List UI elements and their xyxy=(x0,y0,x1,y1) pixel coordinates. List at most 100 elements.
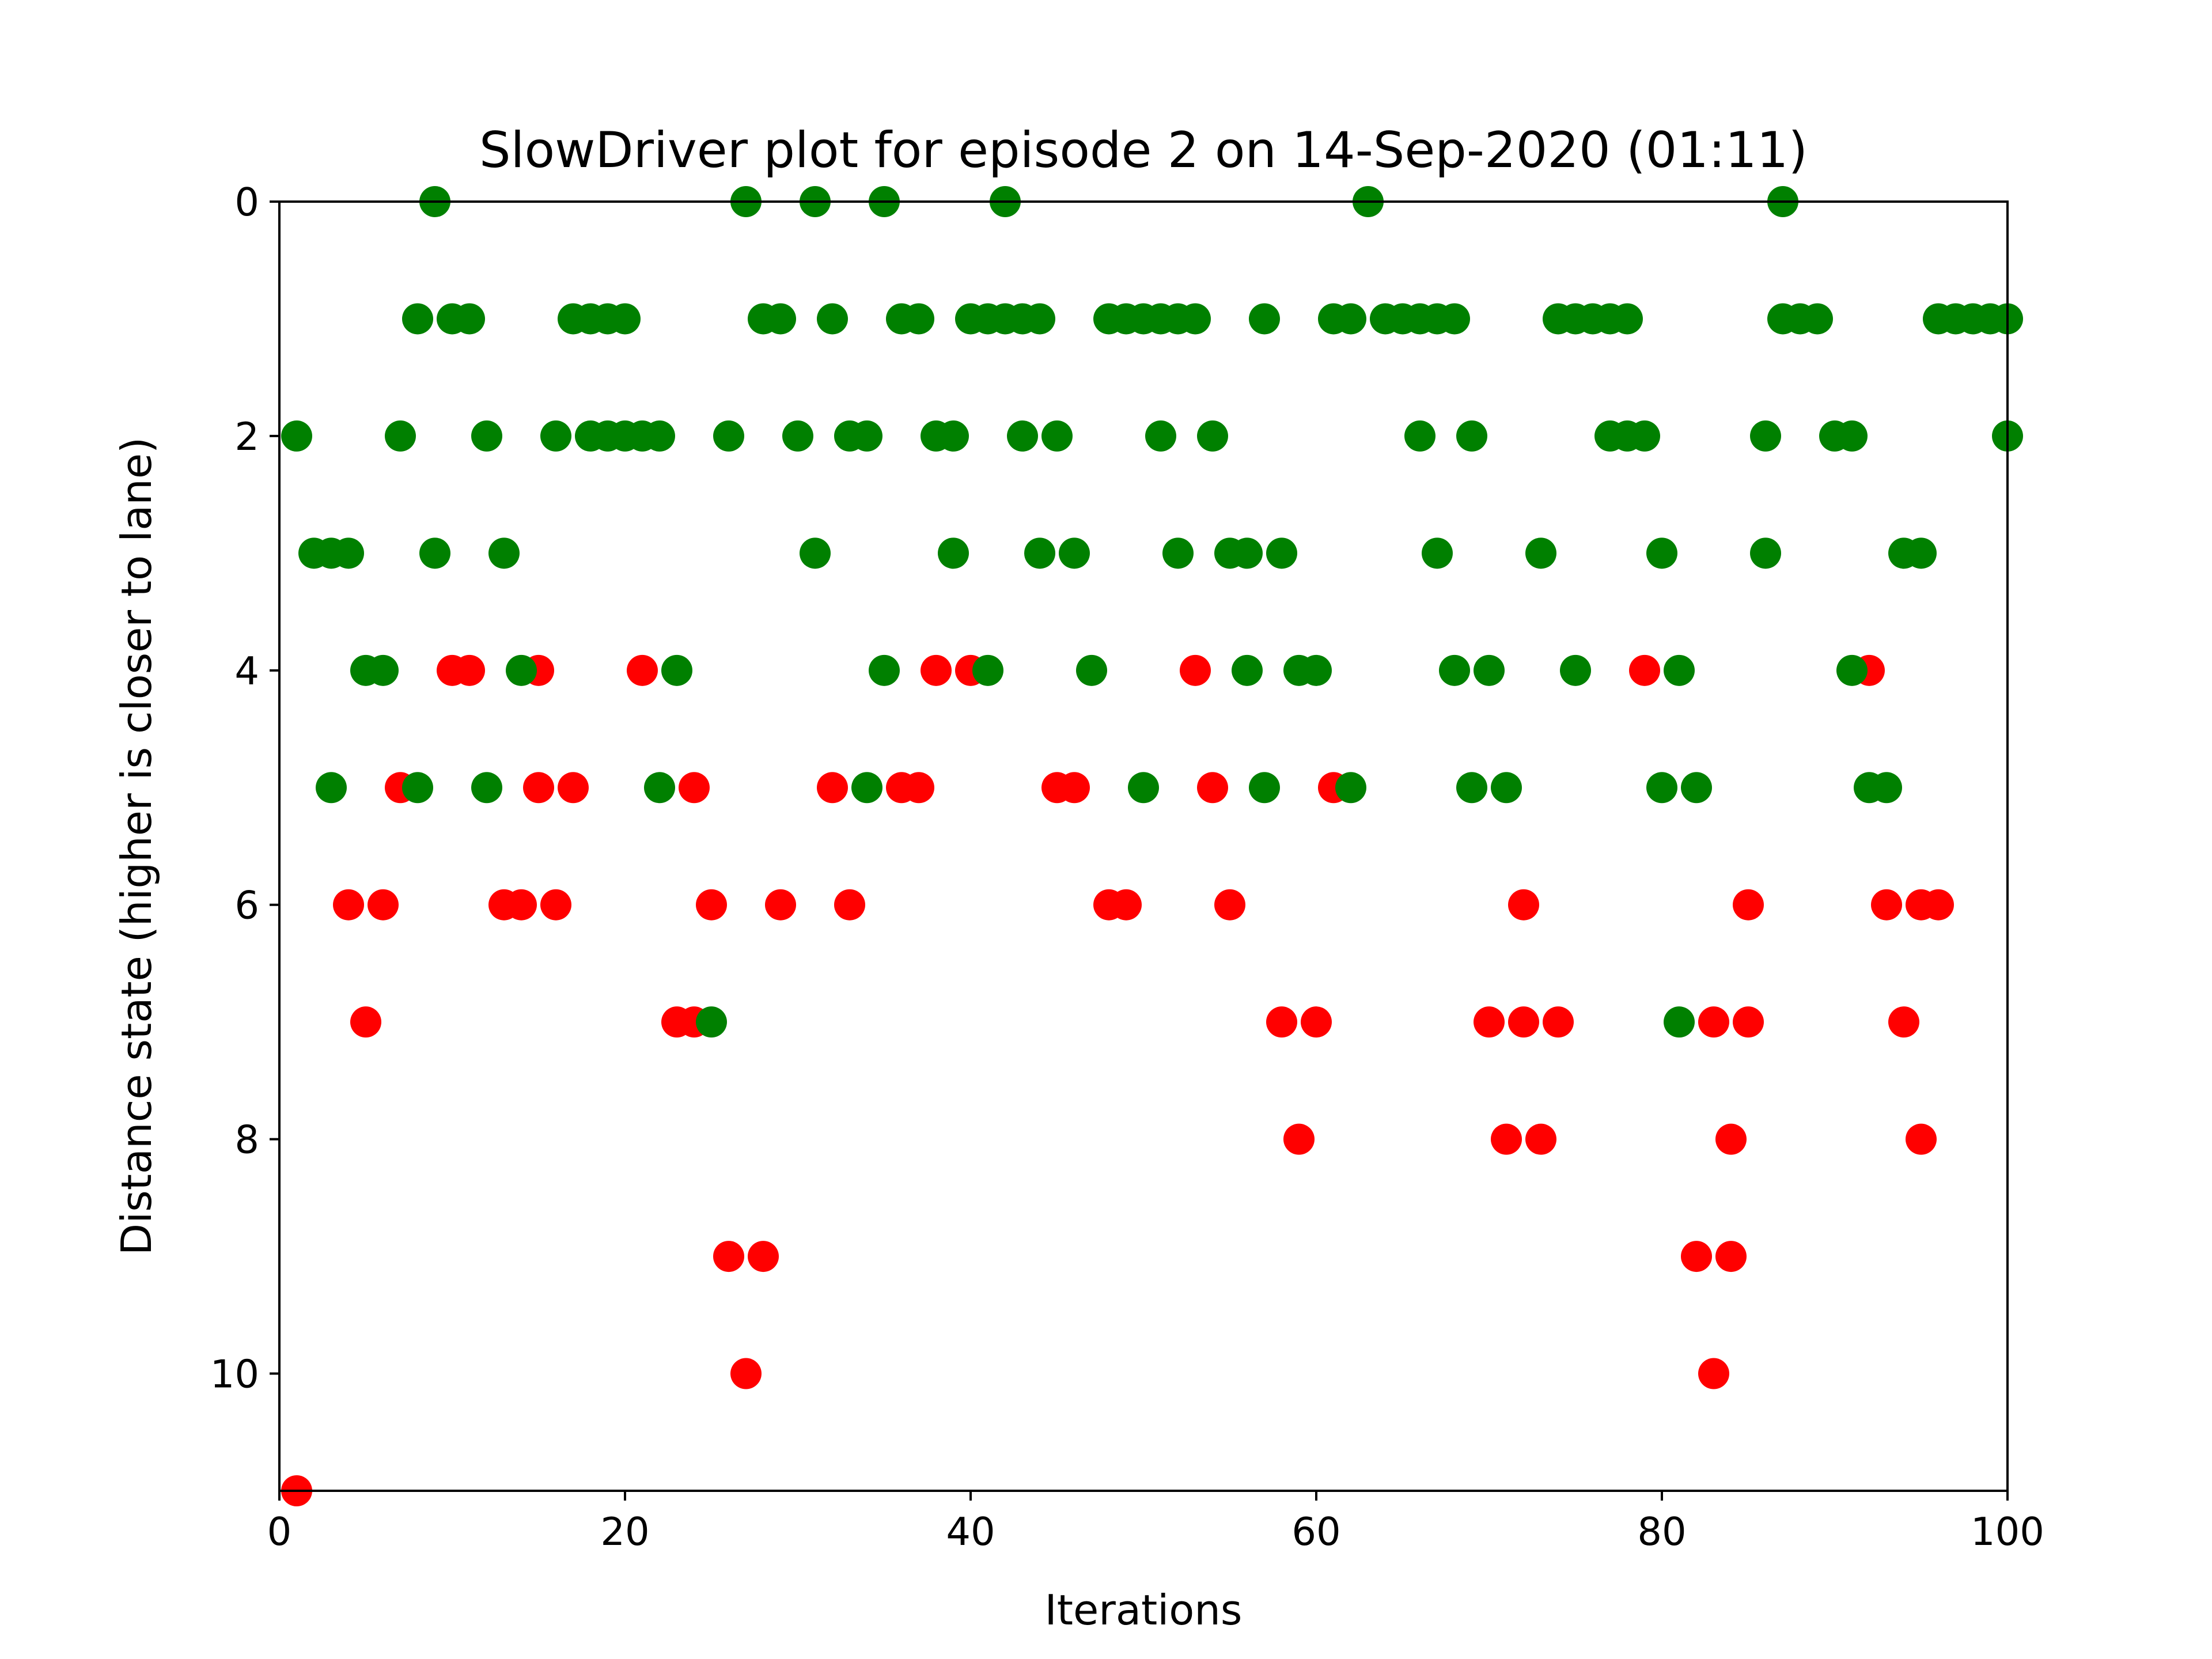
red-point xyxy=(748,1241,779,1272)
green-point xyxy=(1301,655,1332,686)
green-point xyxy=(1024,303,1055,334)
green-point xyxy=(1525,537,1556,569)
green-point xyxy=(1024,537,1055,569)
red-point xyxy=(1301,1006,1332,1037)
red-point xyxy=(1871,889,1902,921)
green-point xyxy=(938,537,969,569)
red-point xyxy=(1525,1124,1556,1155)
green-point xyxy=(1664,1006,1695,1037)
red-point xyxy=(1629,655,1660,686)
red-point xyxy=(1733,889,1764,921)
data-points xyxy=(281,186,2023,1506)
green-point xyxy=(454,303,485,334)
red-point xyxy=(1715,1241,1747,1272)
green-point xyxy=(1439,655,1470,686)
red-point xyxy=(558,772,589,803)
green-point xyxy=(333,537,364,569)
red-point xyxy=(1906,1124,1937,1155)
green-point xyxy=(1180,303,1211,334)
red-point xyxy=(1681,1241,1712,1272)
green-point xyxy=(1197,421,1228,452)
red-point xyxy=(1214,889,1245,921)
x-tick-label: 60 xyxy=(1291,1509,1340,1554)
green-point xyxy=(1232,537,1263,569)
red-point xyxy=(333,889,364,921)
red-point xyxy=(1923,889,1954,921)
red-point xyxy=(817,772,848,803)
green-point xyxy=(1456,772,1487,803)
green-point xyxy=(1681,772,1712,803)
green-point xyxy=(644,421,675,452)
green-point xyxy=(1802,303,1833,334)
green-point xyxy=(488,537,520,569)
y-tick-label: 2 xyxy=(234,414,259,459)
red-point xyxy=(1698,1358,1729,1389)
red-point xyxy=(1508,889,1539,921)
green-point xyxy=(1629,421,1660,452)
x-tick-label: 20 xyxy=(600,1509,649,1554)
red-point xyxy=(1180,655,1211,686)
red-point xyxy=(1474,1006,1505,1037)
green-point xyxy=(1335,772,1366,803)
green-point xyxy=(1076,655,1107,686)
green-point xyxy=(1422,537,1453,569)
x-tick-label: 0 xyxy=(267,1509,292,1554)
green-point xyxy=(972,655,1003,686)
green-point xyxy=(402,772,433,803)
red-point xyxy=(1888,1006,1919,1037)
red-point xyxy=(903,772,934,803)
y-tick-label: 6 xyxy=(234,883,259,928)
green-point xyxy=(1041,421,1073,452)
green-point xyxy=(713,421,744,452)
green-point xyxy=(1162,537,1194,569)
y-tick-label: 10 xyxy=(210,1352,259,1397)
red-point xyxy=(696,889,727,921)
x-axis: 0 20 40 60 80 100 xyxy=(267,1491,2044,1554)
green-point xyxy=(471,772,502,803)
red-point xyxy=(1197,772,1228,803)
green-point xyxy=(1906,537,1937,569)
green-point xyxy=(506,655,537,686)
red-point xyxy=(627,655,658,686)
x-axis-label: Iterations xyxy=(1045,1586,1243,1634)
green-point xyxy=(1474,655,1505,686)
green-point xyxy=(903,303,934,334)
green-point xyxy=(1664,655,1695,686)
green-point xyxy=(1007,421,1038,452)
red-point xyxy=(1508,1006,1539,1037)
green-point xyxy=(851,772,882,803)
red-point xyxy=(1059,772,1090,803)
green-point xyxy=(1560,655,1591,686)
y-tick-label: 0 xyxy=(234,180,259,225)
green-point xyxy=(1128,772,1159,803)
green-point xyxy=(765,303,796,334)
plot-frame xyxy=(279,202,2008,1491)
green-point xyxy=(1249,772,1280,803)
red-point xyxy=(368,889,399,921)
red-point xyxy=(1283,1124,1315,1155)
y-axis: 0 2 4 6 8 10 xyxy=(210,180,279,1397)
green-point xyxy=(644,772,675,803)
green-point xyxy=(817,303,848,334)
green-point xyxy=(1646,772,1677,803)
green-point xyxy=(316,772,347,803)
x-tick-label: 100 xyxy=(1971,1509,2044,1554)
x-tick-label: 40 xyxy=(946,1509,995,1554)
red-point xyxy=(730,1358,762,1389)
x-tick-label: 80 xyxy=(1637,1509,1686,1554)
green-point xyxy=(1750,537,1781,569)
red-point xyxy=(540,889,571,921)
green-point xyxy=(1456,421,1487,452)
red-point xyxy=(350,1006,381,1037)
green-point xyxy=(938,421,969,452)
green-point xyxy=(1439,303,1470,334)
red-point xyxy=(713,1241,744,1272)
red-point xyxy=(921,655,952,686)
green-point xyxy=(782,421,813,452)
green-point xyxy=(1836,421,1868,452)
green-point xyxy=(385,421,416,452)
red-point xyxy=(1266,1006,1297,1037)
green-point xyxy=(1059,537,1090,569)
red-point xyxy=(454,655,485,686)
green-point xyxy=(869,655,900,686)
